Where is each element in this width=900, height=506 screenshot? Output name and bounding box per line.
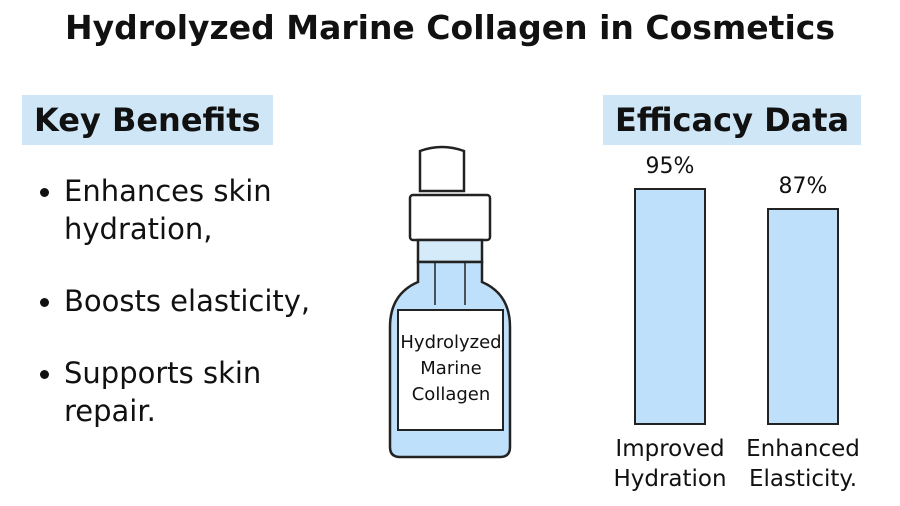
bar <box>767 207 839 425</box>
bottle-label: Hydrolyzed Marine Collagen <box>400 332 502 405</box>
bottle <box>388 145 512 459</box>
value-label: 87% <box>778 173 828 199</box>
title: Hydrolyzed Marine Collagen in Cosmetics <box>65 8 835 47</box>
chart-title: Efficacy Data <box>603 95 862 145</box>
benefit-item: Enhances skin hydration, <box>36 172 326 248</box>
category-label: Improved Hydration <box>613 436 727 492</box>
benefit-item: Boosts elasticity, <box>36 282 326 320</box>
category-label: Enhanced Elasticity. <box>746 436 860 492</box>
bar <box>634 187 706 425</box>
benefits-heading: Key Benefits <box>22 95 273 145</box>
value-label: 95% <box>645 153 695 179</box>
benefits-list: Enhances skin hydration, Boosts elasticit… <box>36 172 326 464</box>
benefit-item: Supports skin repair. <box>36 354 326 430</box>
